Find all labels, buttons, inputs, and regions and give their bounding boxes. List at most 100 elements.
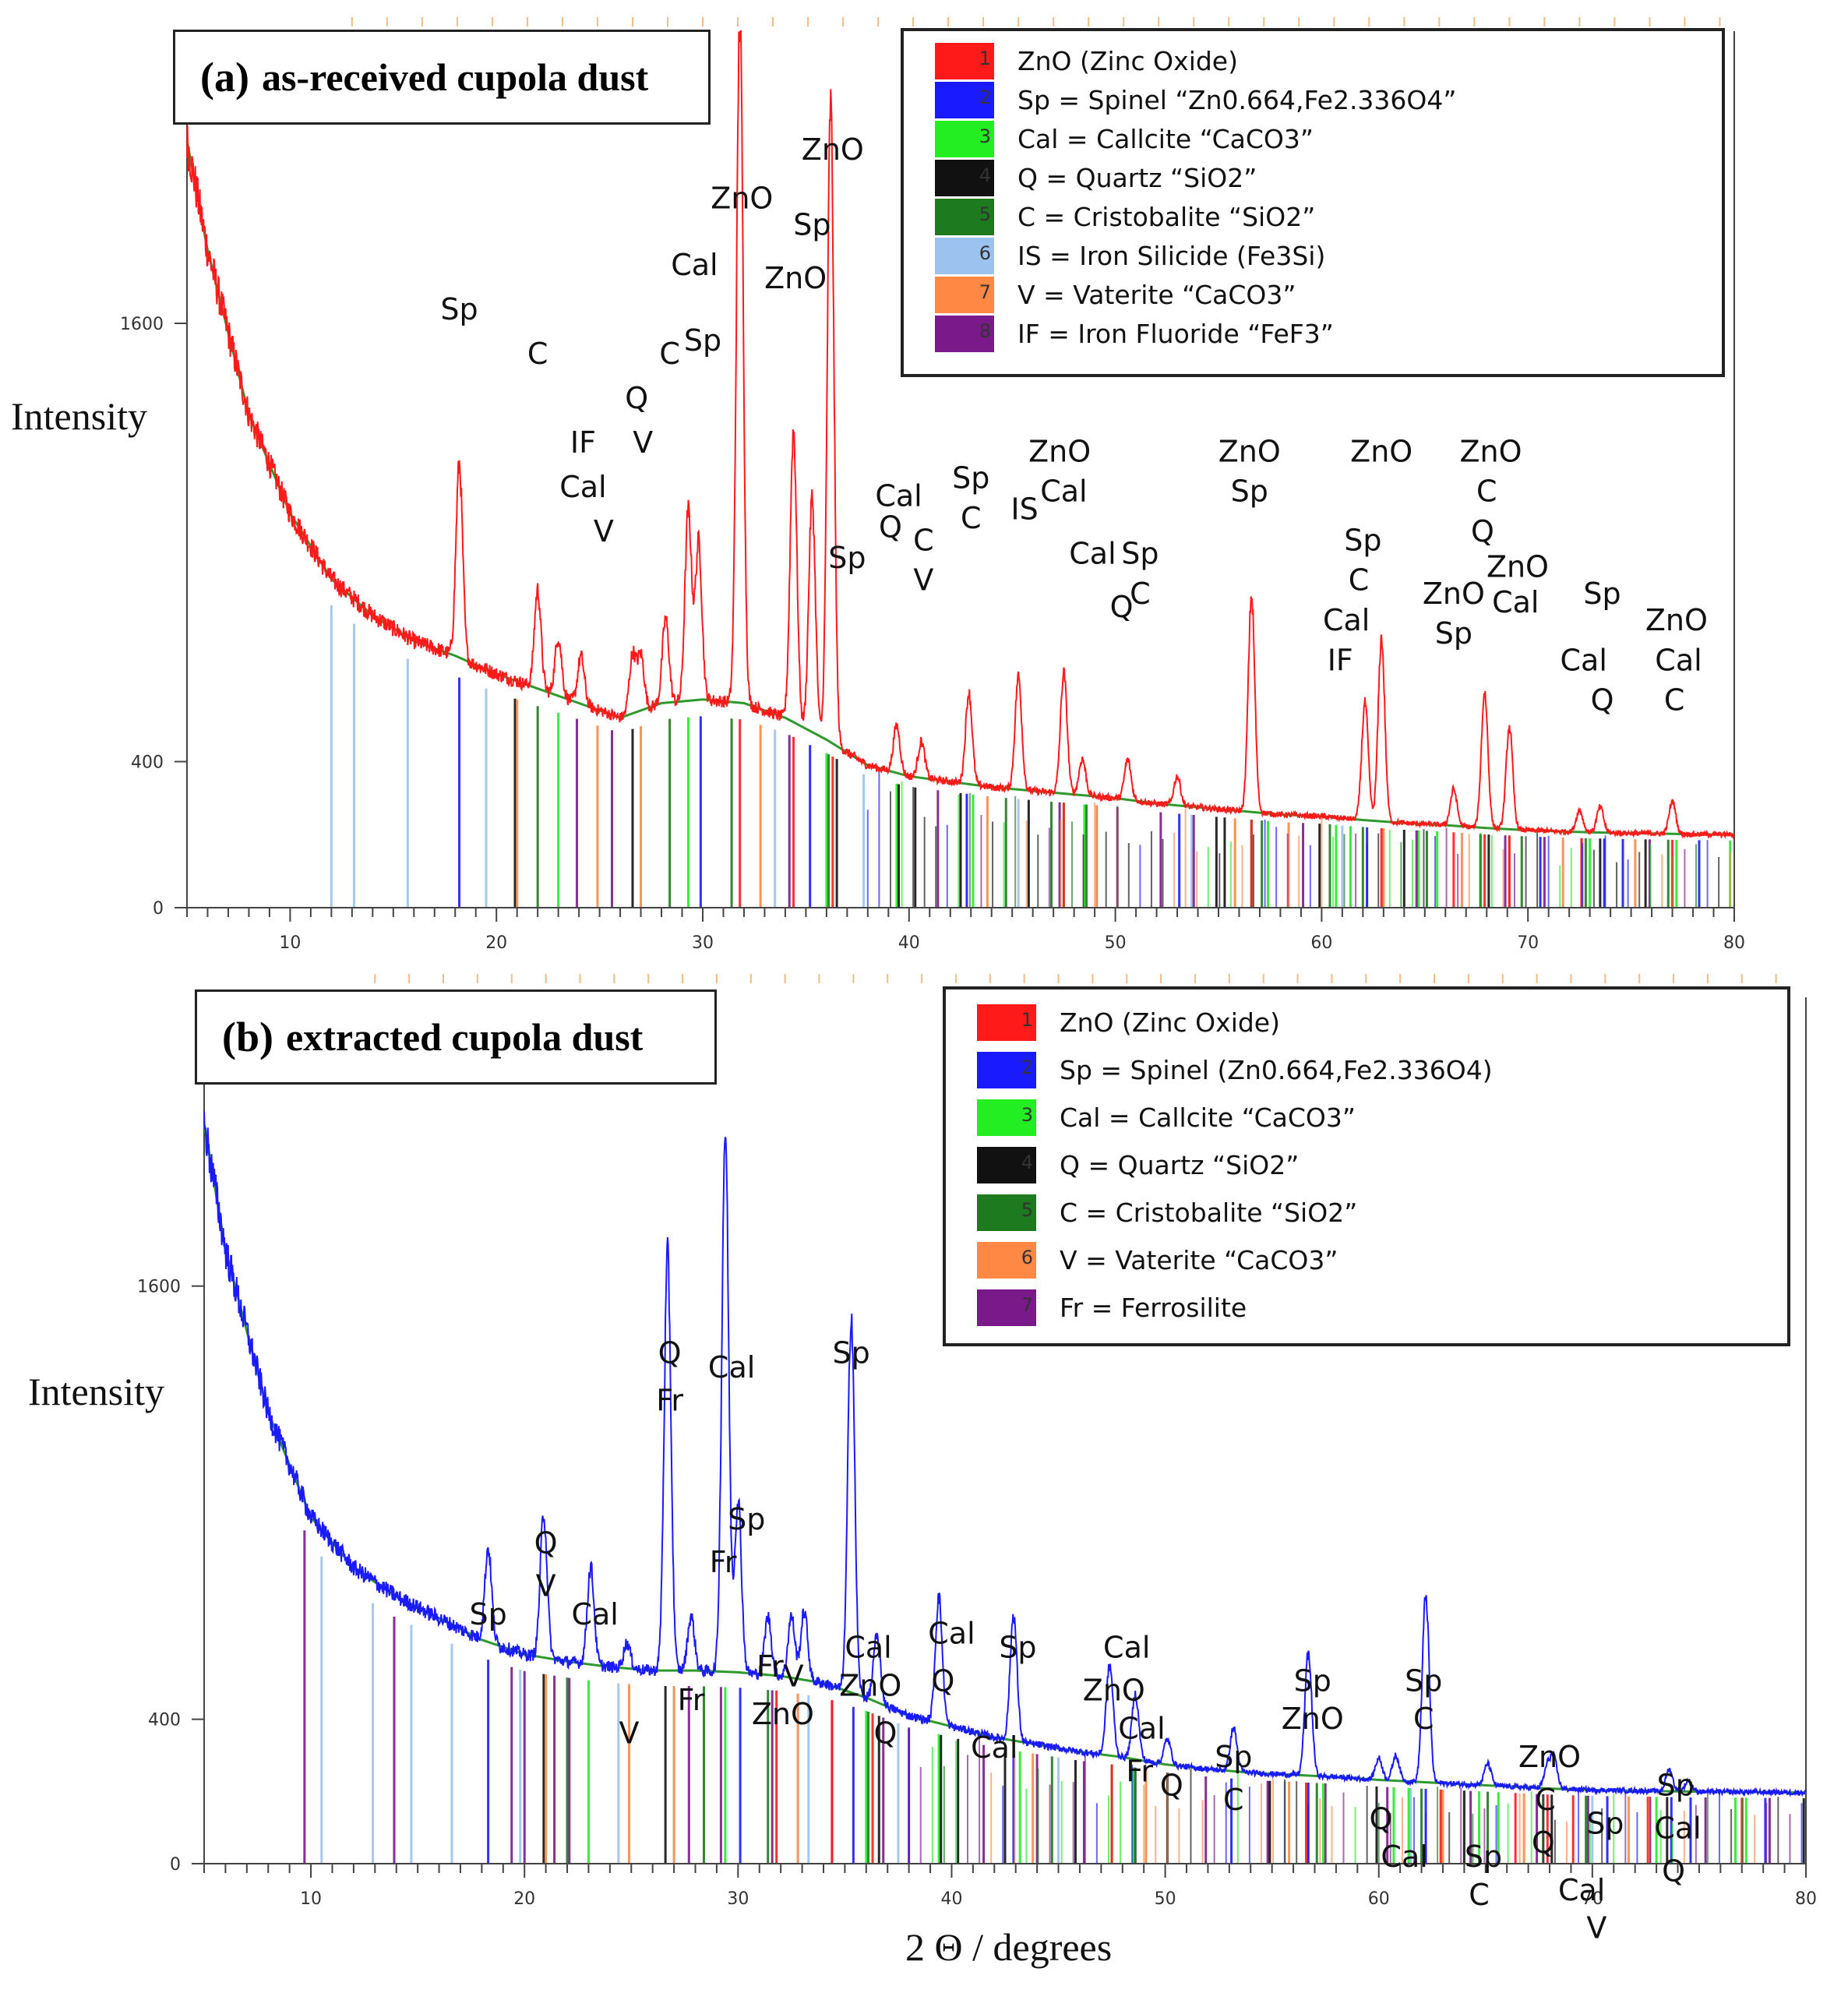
panel-a-title: as-received cupola dust bbox=[261, 55, 649, 99]
panel-b-plot: 10 20 30 40 50 60 70 8004001600SpQVCalVQFrCalSp… bbox=[137, 974, 1817, 1945]
peak-label: Sp bbox=[1121, 537, 1159, 571]
legend-swatch: 6 bbox=[935, 238, 994, 274]
legend-label: ZnO (Zinc Oxide) bbox=[1017, 46, 1238, 76]
legend-label: C = Cristobalite “SiO2” bbox=[1017, 202, 1316, 232]
legend-entry: 1 ZnO (Zinc Oxide) bbox=[977, 1004, 1280, 1042]
panel-a-label: (a) bbox=[200, 54, 249, 101]
legend-label: Fr = Ferrosilite bbox=[1060, 1293, 1247, 1323]
peak-label: Sp bbox=[1215, 1740, 1252, 1774]
legend-swatch: 2 bbox=[935, 82, 994, 118]
legend-entry: 5 C = Cristobalite “SiO2” bbox=[977, 1194, 1357, 1232]
x-tick-label: 40 bbox=[898, 933, 920, 953]
peak-label: Cal bbox=[559, 470, 606, 504]
peak-label: Fr bbox=[756, 1649, 784, 1684]
peak-label: Sp bbox=[952, 461, 989, 496]
peak-label: Cal bbox=[1103, 1631, 1150, 1665]
legend-label: Sp = Spinel “Zn0.664,Fe2.336O4” bbox=[1017, 85, 1457, 115]
panel-b-legend: 1 ZnO (Zinc Oxide) 2 Sp = Spinel (Zn0.664,F… bbox=[943, 986, 1790, 1346]
legend-swatch: 7 bbox=[935, 277, 994, 313]
peak-label: ZnO bbox=[711, 182, 773, 216]
x-tick-label: 60 bbox=[1310, 933, 1332, 953]
peak-label: ZnO bbox=[1423, 577, 1485, 611]
panel-b-title-box: (b) extracted cupola dust bbox=[195, 989, 717, 1085]
peak-label: ZnO bbox=[1518, 1740, 1581, 1774]
legend-entry: 6 V = Vaterite “CaCO3” bbox=[977, 1241, 1338, 1279]
panel-b-ylabel: Intensity bbox=[28, 1370, 164, 1413]
legend-label: V = Vaterite “CaCO3” bbox=[1060, 1245, 1338, 1275]
legend-swatch-number: 8 bbox=[979, 320, 991, 342]
x-tick-label: 40 bbox=[940, 1889, 962, 1909]
legend-swatch-number: 6 bbox=[979, 242, 991, 264]
peak-label: Fr bbox=[678, 1683, 705, 1717]
legend-label: ZnO (Zinc Oxide) bbox=[1060, 1007, 1280, 1038]
peak-label: ZnO bbox=[1487, 550, 1549, 584]
peak-label: ZnO bbox=[1350, 434, 1412, 468]
peak-label: C bbox=[1413, 1702, 1434, 1736]
peak-label: C bbox=[1349, 563, 1370, 598]
panel-a-legend: 1 ZnO (Zinc Oxide) 2 Sp = Spinel “Zn0.664,F… bbox=[901, 28, 1725, 377]
legend-swatch-number: 2 bbox=[1021, 1056, 1033, 1078]
legend-swatch-number: 2 bbox=[979, 86, 991, 108]
peak-label: Sp bbox=[832, 1336, 869, 1370]
legend-entry: 7 Fr = Ferrosilite bbox=[977, 1289, 1247, 1327]
x-tick-label: 50 bbox=[1105, 933, 1127, 953]
peak-label: Q bbox=[534, 1526, 558, 1561]
peak-label: Q bbox=[879, 510, 902, 544]
peak-label: Cal bbox=[1118, 1711, 1165, 1745]
legend-label: IS = Iron Silicide (Fe3Si) bbox=[1017, 241, 1326, 271]
x-tick-label: 60 bbox=[1368, 1889, 1390, 1909]
y-tick-label: 1600 bbox=[120, 315, 164, 334]
peak-label: C bbox=[961, 501, 982, 535]
peak-label: Cal bbox=[1381, 1840, 1427, 1874]
legend-swatch-number: 4 bbox=[1021, 1152, 1033, 1173]
legend-swatch-number: 4 bbox=[979, 164, 991, 186]
peak-label: Q bbox=[658, 1336, 682, 1370]
peak-label: ZnO bbox=[1645, 603, 1708, 637]
legend-entry: 4 Q = Quartz “SiO2” bbox=[935, 159, 1257, 197]
x-tick-label: 80 bbox=[1795, 1889, 1817, 1909]
panel-b-top-tick-strip bbox=[374, 974, 1777, 983]
legend-entry: 2 Sp = Spinel “Zn0.664,Fe2.336O4” bbox=[935, 81, 1456, 119]
peak-label: C bbox=[1476, 474, 1497, 509]
peak-label: ZnO bbox=[839, 1669, 901, 1703]
peak-label: Cal bbox=[1492, 585, 1539, 619]
panel-b-xlabel: 2 Θ / degrees bbox=[905, 1925, 1113, 1969]
legend-label: Cal = Callcite “CaCO3” bbox=[1017, 124, 1314, 154]
peak-label: V bbox=[633, 425, 653, 460]
legend-label: C = Cristobalite “SiO2” bbox=[1060, 1198, 1358, 1228]
legend-swatch-number: 3 bbox=[979, 125, 991, 147]
peak-label: Cal bbox=[1558, 1873, 1605, 1907]
peak-label: ZnO bbox=[1460, 434, 1522, 468]
panel-b-reference-lines bbox=[303, 1530, 1805, 1864]
peak-label: Q bbox=[1532, 1825, 1555, 1860]
panel-a-reference-lines bbox=[330, 605, 1732, 908]
peak-label: ZnO bbox=[802, 132, 864, 167]
panel-a-title-box: (a) as-received cupola dust bbox=[173, 30, 711, 125]
peak-label: IS bbox=[1010, 492, 1038, 527]
peak-label: Q bbox=[932, 1663, 955, 1698]
y-tick-label: 1600 bbox=[137, 1278, 181, 1297]
peak-label: C bbox=[659, 337, 680, 371]
legend-swatch: 2 bbox=[977, 1052, 1036, 1088]
panel-a-ylabel: Intensity bbox=[11, 394, 147, 438]
peak-label: Sp bbox=[999, 1631, 1036, 1665]
legend-swatch: 5 bbox=[935, 199, 994, 235]
peak-label: Cal bbox=[928, 1616, 975, 1650]
x-tick-label: 20 bbox=[485, 933, 507, 953]
peak-label: IF bbox=[570, 425, 596, 460]
legend-swatch-number: 5 bbox=[1021, 1199, 1033, 1221]
legend-swatch-number: 1 bbox=[1021, 1009, 1033, 1031]
peak-label: Q bbox=[1662, 1854, 1685, 1888]
legend-entry: 3 Cal = Callcite “CaCO3” bbox=[935, 120, 1314, 158]
legend-label: Q = Quartz “SiO2” bbox=[1017, 163, 1257, 193]
legend-label: IF = Iron Fluoride “FeF3” bbox=[1017, 319, 1334, 349]
legend-swatch: 4 bbox=[977, 1147, 1036, 1183]
panel-a-top-tick-strip bbox=[351, 17, 1721, 26]
legend-swatch-number: 5 bbox=[979, 203, 991, 225]
peak-label: Q bbox=[874, 1716, 898, 1751]
peak-label: Q bbox=[1370, 1801, 1393, 1836]
peak-label: Fr bbox=[656, 1384, 683, 1418]
